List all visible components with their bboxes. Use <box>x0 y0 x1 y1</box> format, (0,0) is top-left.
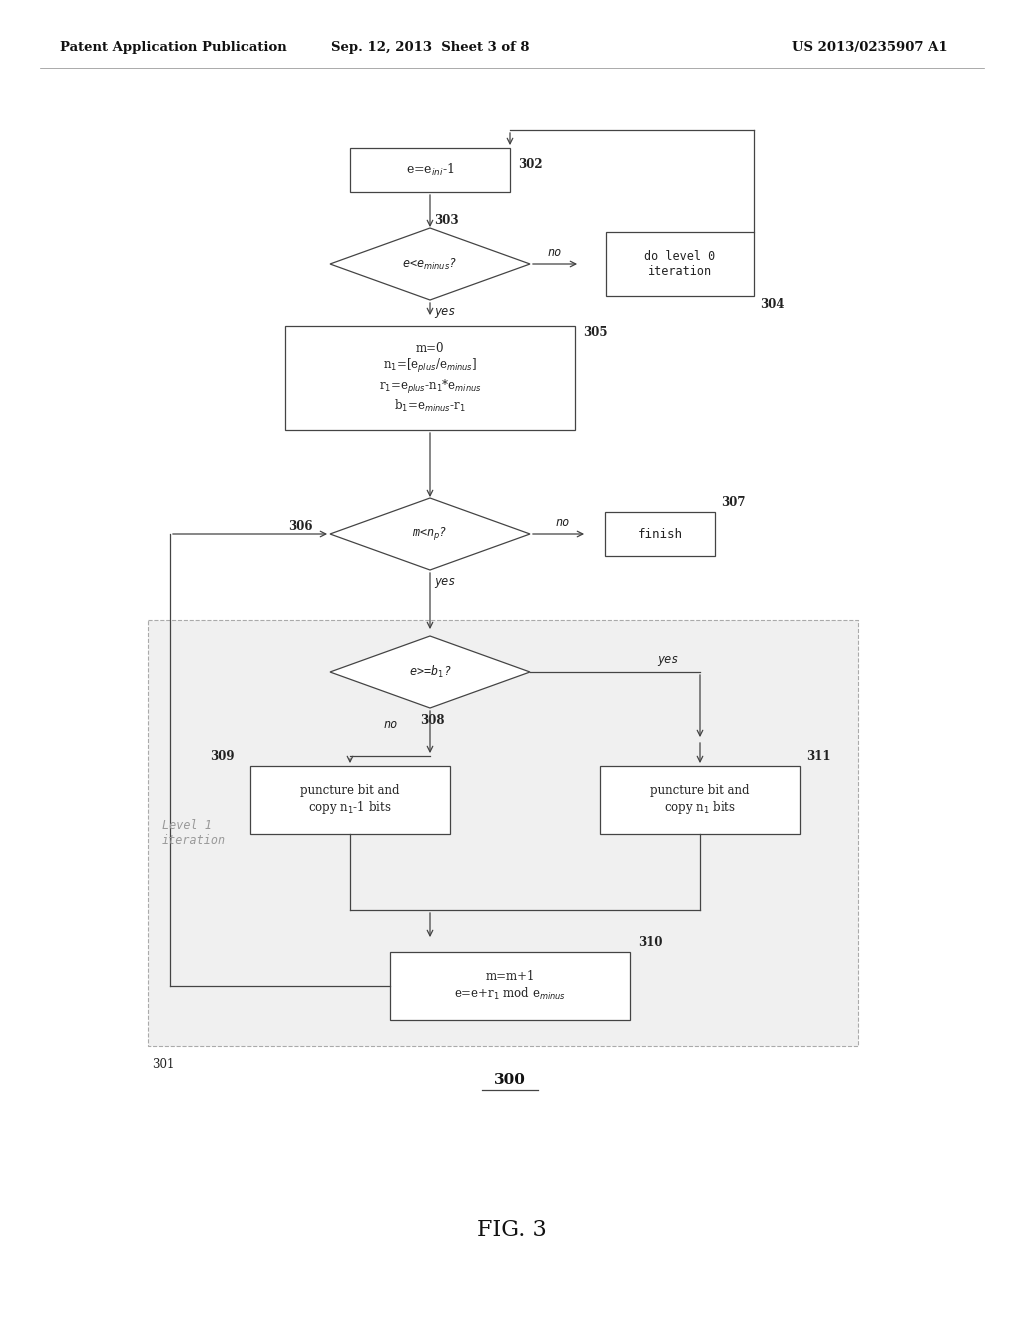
Text: Sep. 12, 2013  Sheet 3 of 8: Sep. 12, 2013 Sheet 3 of 8 <box>331 41 529 54</box>
Text: e>=b$_{1}$?: e>=b$_{1}$? <box>409 664 452 680</box>
Text: 306: 306 <box>288 520 312 532</box>
FancyBboxPatch shape <box>250 766 450 834</box>
Polygon shape <box>330 228 530 300</box>
Text: puncture bit and
copy n$_{1}$-1 bits: puncture bit and copy n$_{1}$-1 bits <box>300 784 399 816</box>
Text: 303: 303 <box>434 214 459 227</box>
Text: Patent Application Publication: Patent Application Publication <box>60 41 287 54</box>
Text: e<e$_{minus}$?: e<e$_{minus}$? <box>402 256 458 272</box>
Text: m<n$_{p}$?: m<n$_{p}$? <box>413 525 447 543</box>
Text: US 2013/0235907 A1: US 2013/0235907 A1 <box>793 41 948 54</box>
Text: 305: 305 <box>583 326 607 338</box>
Text: yes: yes <box>657 653 678 667</box>
Text: 302: 302 <box>518 157 543 170</box>
Text: 304: 304 <box>760 297 784 310</box>
Text: Level 1
iteration: Level 1 iteration <box>162 818 226 847</box>
Text: e=e$_{ini}$-1: e=e$_{ini}$-1 <box>406 162 455 178</box>
Text: no: no <box>556 516 570 528</box>
FancyBboxPatch shape <box>605 512 715 556</box>
FancyBboxPatch shape <box>600 766 800 834</box>
Text: 307: 307 <box>721 495 745 508</box>
FancyBboxPatch shape <box>390 952 630 1020</box>
Text: yes: yes <box>434 305 456 318</box>
Text: 309: 309 <box>210 750 234 763</box>
Text: m=0
n$_{1}$=[e$_{plus}$/e$_{minus}$]
r$_{1}$=e$_{plus}$-n$_{1}$*e$_{minus}$
b$_{: m=0 n$_{1}$=[e$_{plus}$/e$_{minus}$] r$_… <box>379 342 481 414</box>
Text: FIG. 3: FIG. 3 <box>477 1218 547 1241</box>
Text: yes: yes <box>434 576 456 589</box>
FancyBboxPatch shape <box>606 232 754 296</box>
Polygon shape <box>330 636 530 708</box>
Text: m=m+1
e=e+r$_{1}$ mod e$_{minus}$: m=m+1 e=e+r$_{1}$ mod e$_{minus}$ <box>454 970 566 1002</box>
Text: 310: 310 <box>638 936 663 949</box>
Text: do level 0
iteration: do level 0 iteration <box>644 249 716 279</box>
Text: 311: 311 <box>806 750 830 763</box>
FancyBboxPatch shape <box>350 148 510 191</box>
FancyBboxPatch shape <box>285 326 575 430</box>
Text: 301: 301 <box>152 1057 174 1071</box>
Text: puncture bit and
copy n$_{1}$ bits: puncture bit and copy n$_{1}$ bits <box>650 784 750 816</box>
FancyBboxPatch shape <box>148 620 858 1045</box>
Text: finish: finish <box>638 528 683 540</box>
Text: 300: 300 <box>494 1073 526 1086</box>
Text: no: no <box>548 246 562 259</box>
Text: no: no <box>384 718 398 730</box>
Text: 308: 308 <box>420 714 444 726</box>
Polygon shape <box>330 498 530 570</box>
